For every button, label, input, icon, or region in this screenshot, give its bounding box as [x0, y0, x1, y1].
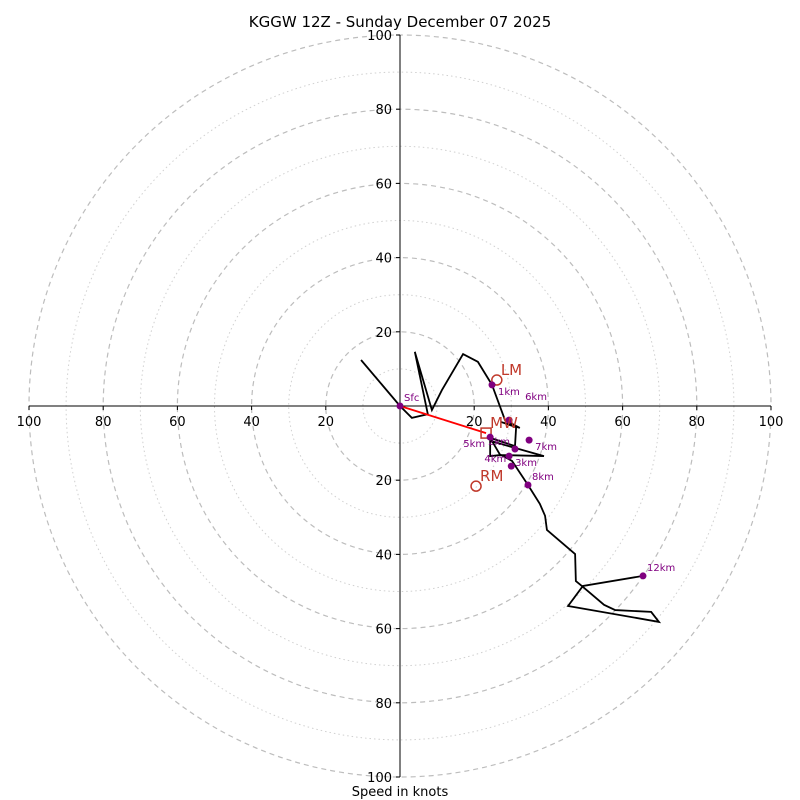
height-label: Sfc: [404, 393, 419, 404]
y-tick-label: 40: [375, 548, 392, 563]
mean-wind-vector: [399, 405, 487, 434]
marker-lm: [491, 374, 503, 386]
marker-label: RM: [480, 467, 503, 485]
height-point: [396, 402, 404, 410]
chart-title: KGGW 12Z - Sunday December 07 2025: [249, 13, 551, 31]
height-point: [505, 416, 513, 424]
marker-label: MW: [490, 414, 518, 432]
y-tick-label: 80: [375, 697, 392, 712]
height-label: 2km: [488, 437, 510, 448]
x-tick-label: 100: [759, 415, 784, 430]
y-tick-label: 20: [375, 326, 392, 341]
x-tick-label: 40: [540, 415, 557, 430]
height-point: [488, 381, 496, 389]
height-label: 8km: [532, 472, 554, 483]
height-point: [486, 433, 494, 441]
y-tick-label: 20: [375, 474, 392, 489]
y-tick-label: 100: [367, 29, 392, 44]
height-label: 3km: [515, 458, 537, 469]
x-tick-label: 60: [169, 415, 186, 430]
height-label: 1km: [498, 387, 520, 398]
x-tick-label: 40: [243, 415, 260, 430]
height-point: [505, 452, 513, 460]
x-tick-label: 80: [689, 415, 706, 430]
y-tick-label: 80: [375, 103, 392, 118]
y-tick-label: 60: [375, 623, 392, 638]
height-point: [639, 572, 647, 580]
x-tick-label: 20: [318, 415, 335, 430]
y-tick-label: 100: [367, 771, 392, 786]
height-label: 4km: [484, 454, 506, 465]
x-tick-label: 100: [17, 415, 42, 430]
height-point: [525, 436, 533, 444]
height-label: 6km: [525, 392, 547, 403]
height-point: [511, 445, 519, 453]
y-tick-label: 40: [375, 252, 392, 267]
y-tick-label: 60: [375, 177, 392, 192]
marker-rm: [470, 480, 482, 492]
marker-label: LM: [501, 361, 522, 379]
x-axis-label: Speed in knots: [352, 785, 449, 800]
height-label: 12km: [647, 563, 675, 574]
height-label: 5km: [463, 439, 485, 450]
height-label: 7km: [535, 442, 557, 453]
x-tick-label: 80: [95, 415, 112, 430]
marker-mw: [480, 427, 492, 439]
x-tick-label: 60: [614, 415, 631, 430]
height-point: [507, 462, 515, 470]
x-tick-label: 20: [466, 415, 483, 430]
height-point: [524, 481, 532, 489]
